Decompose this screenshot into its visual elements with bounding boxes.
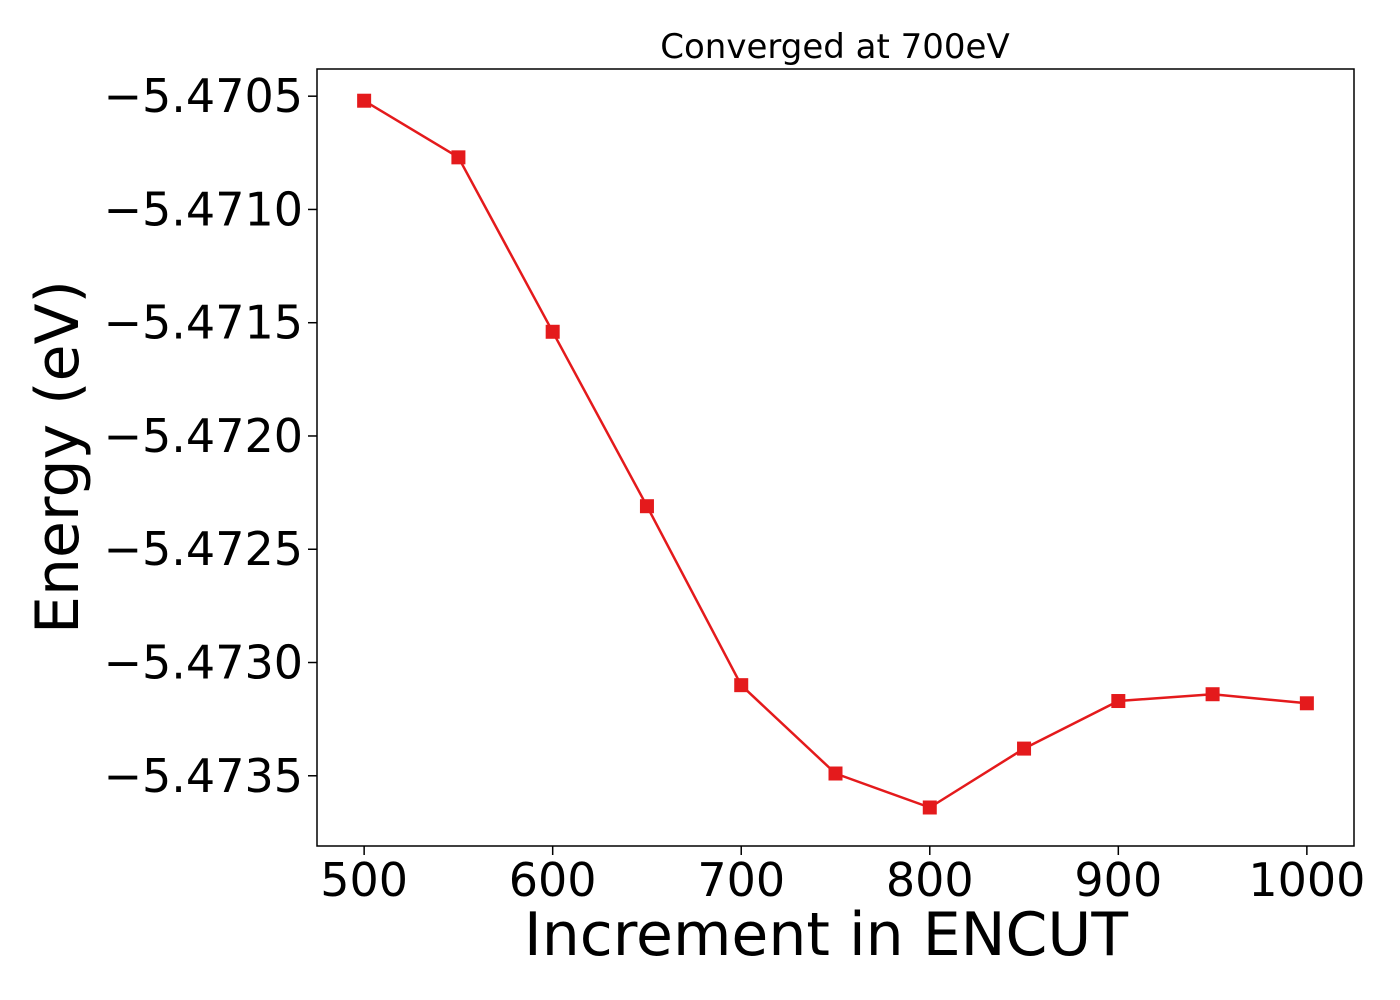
data-point-marker <box>357 93 372 108</box>
x-axis: 500 600 700 800 900 1000 <box>320 846 1365 907</box>
x-tick-label: 700 <box>697 853 785 907</box>
data-point-marker <box>734 678 749 693</box>
data-point-marker <box>639 499 654 514</box>
data-point-marker <box>1017 741 1032 756</box>
series-line <box>363 99 1308 809</box>
plot-area-frame <box>316 68 1355 847</box>
chart-title: Converged at 700eV <box>660 27 1009 67</box>
y-tick-label: −5.4725 <box>104 522 304 576</box>
x-tick-label: 500 <box>320 853 408 907</box>
data-point-marker <box>1111 694 1126 709</box>
y-tick-label: −5.4705 <box>104 69 304 123</box>
y-tick-label: −5.4710 <box>104 182 304 236</box>
data-point-marker <box>1299 696 1314 711</box>
x-tick-label: 800 <box>886 853 974 907</box>
data-point-marker <box>1205 687 1220 702</box>
data-point-marker <box>828 766 843 781</box>
y-tick-label: −5.4730 <box>104 636 304 690</box>
data-point-marker <box>545 324 560 339</box>
x-tick-label: 900 <box>1074 853 1162 907</box>
x-tick-label: 600 <box>509 853 597 907</box>
y-tick-label: −5.4735 <box>104 749 304 803</box>
data-point-marker <box>922 800 937 815</box>
series-layer <box>357 93 1314 815</box>
y-tick-label: −5.4715 <box>104 296 304 350</box>
data-point-marker <box>451 150 466 165</box>
y-tick-label: −5.4720 <box>104 409 304 463</box>
x-tick-label: 1000 <box>1248 853 1365 907</box>
y-axis-label: Energy (eV) <box>23 280 93 634</box>
x-axis-label: Increment in ENCUT <box>524 900 1128 970</box>
y-axis: −5.4705 −5.4710 −5.4715 −5.4720 −5.4725 −5.47… <box>104 69 317 803</box>
